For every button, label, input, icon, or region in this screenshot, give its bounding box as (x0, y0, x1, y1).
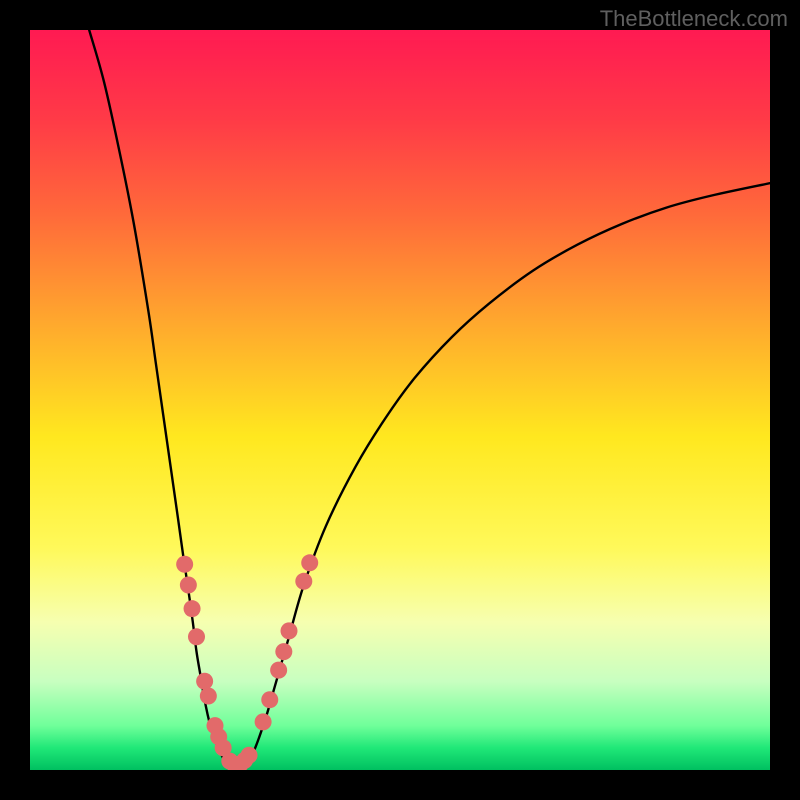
bottleneck-chart (0, 0, 800, 800)
data-marker (261, 691, 278, 708)
data-marker (188, 628, 205, 645)
data-marker (281, 622, 298, 639)
data-marker (301, 554, 318, 571)
data-marker (255, 713, 272, 730)
data-marker (196, 673, 213, 690)
data-marker (270, 662, 287, 679)
watermark-text: TheBottleneck.com (600, 6, 788, 32)
chart-background (30, 30, 770, 770)
data-marker (295, 573, 312, 590)
data-marker (176, 556, 193, 573)
data-marker (184, 600, 201, 617)
data-marker (200, 688, 217, 705)
data-marker (241, 747, 258, 764)
data-marker (180, 577, 197, 594)
chart-container: TheBottleneck.com (0, 0, 800, 800)
data-marker (275, 643, 292, 660)
